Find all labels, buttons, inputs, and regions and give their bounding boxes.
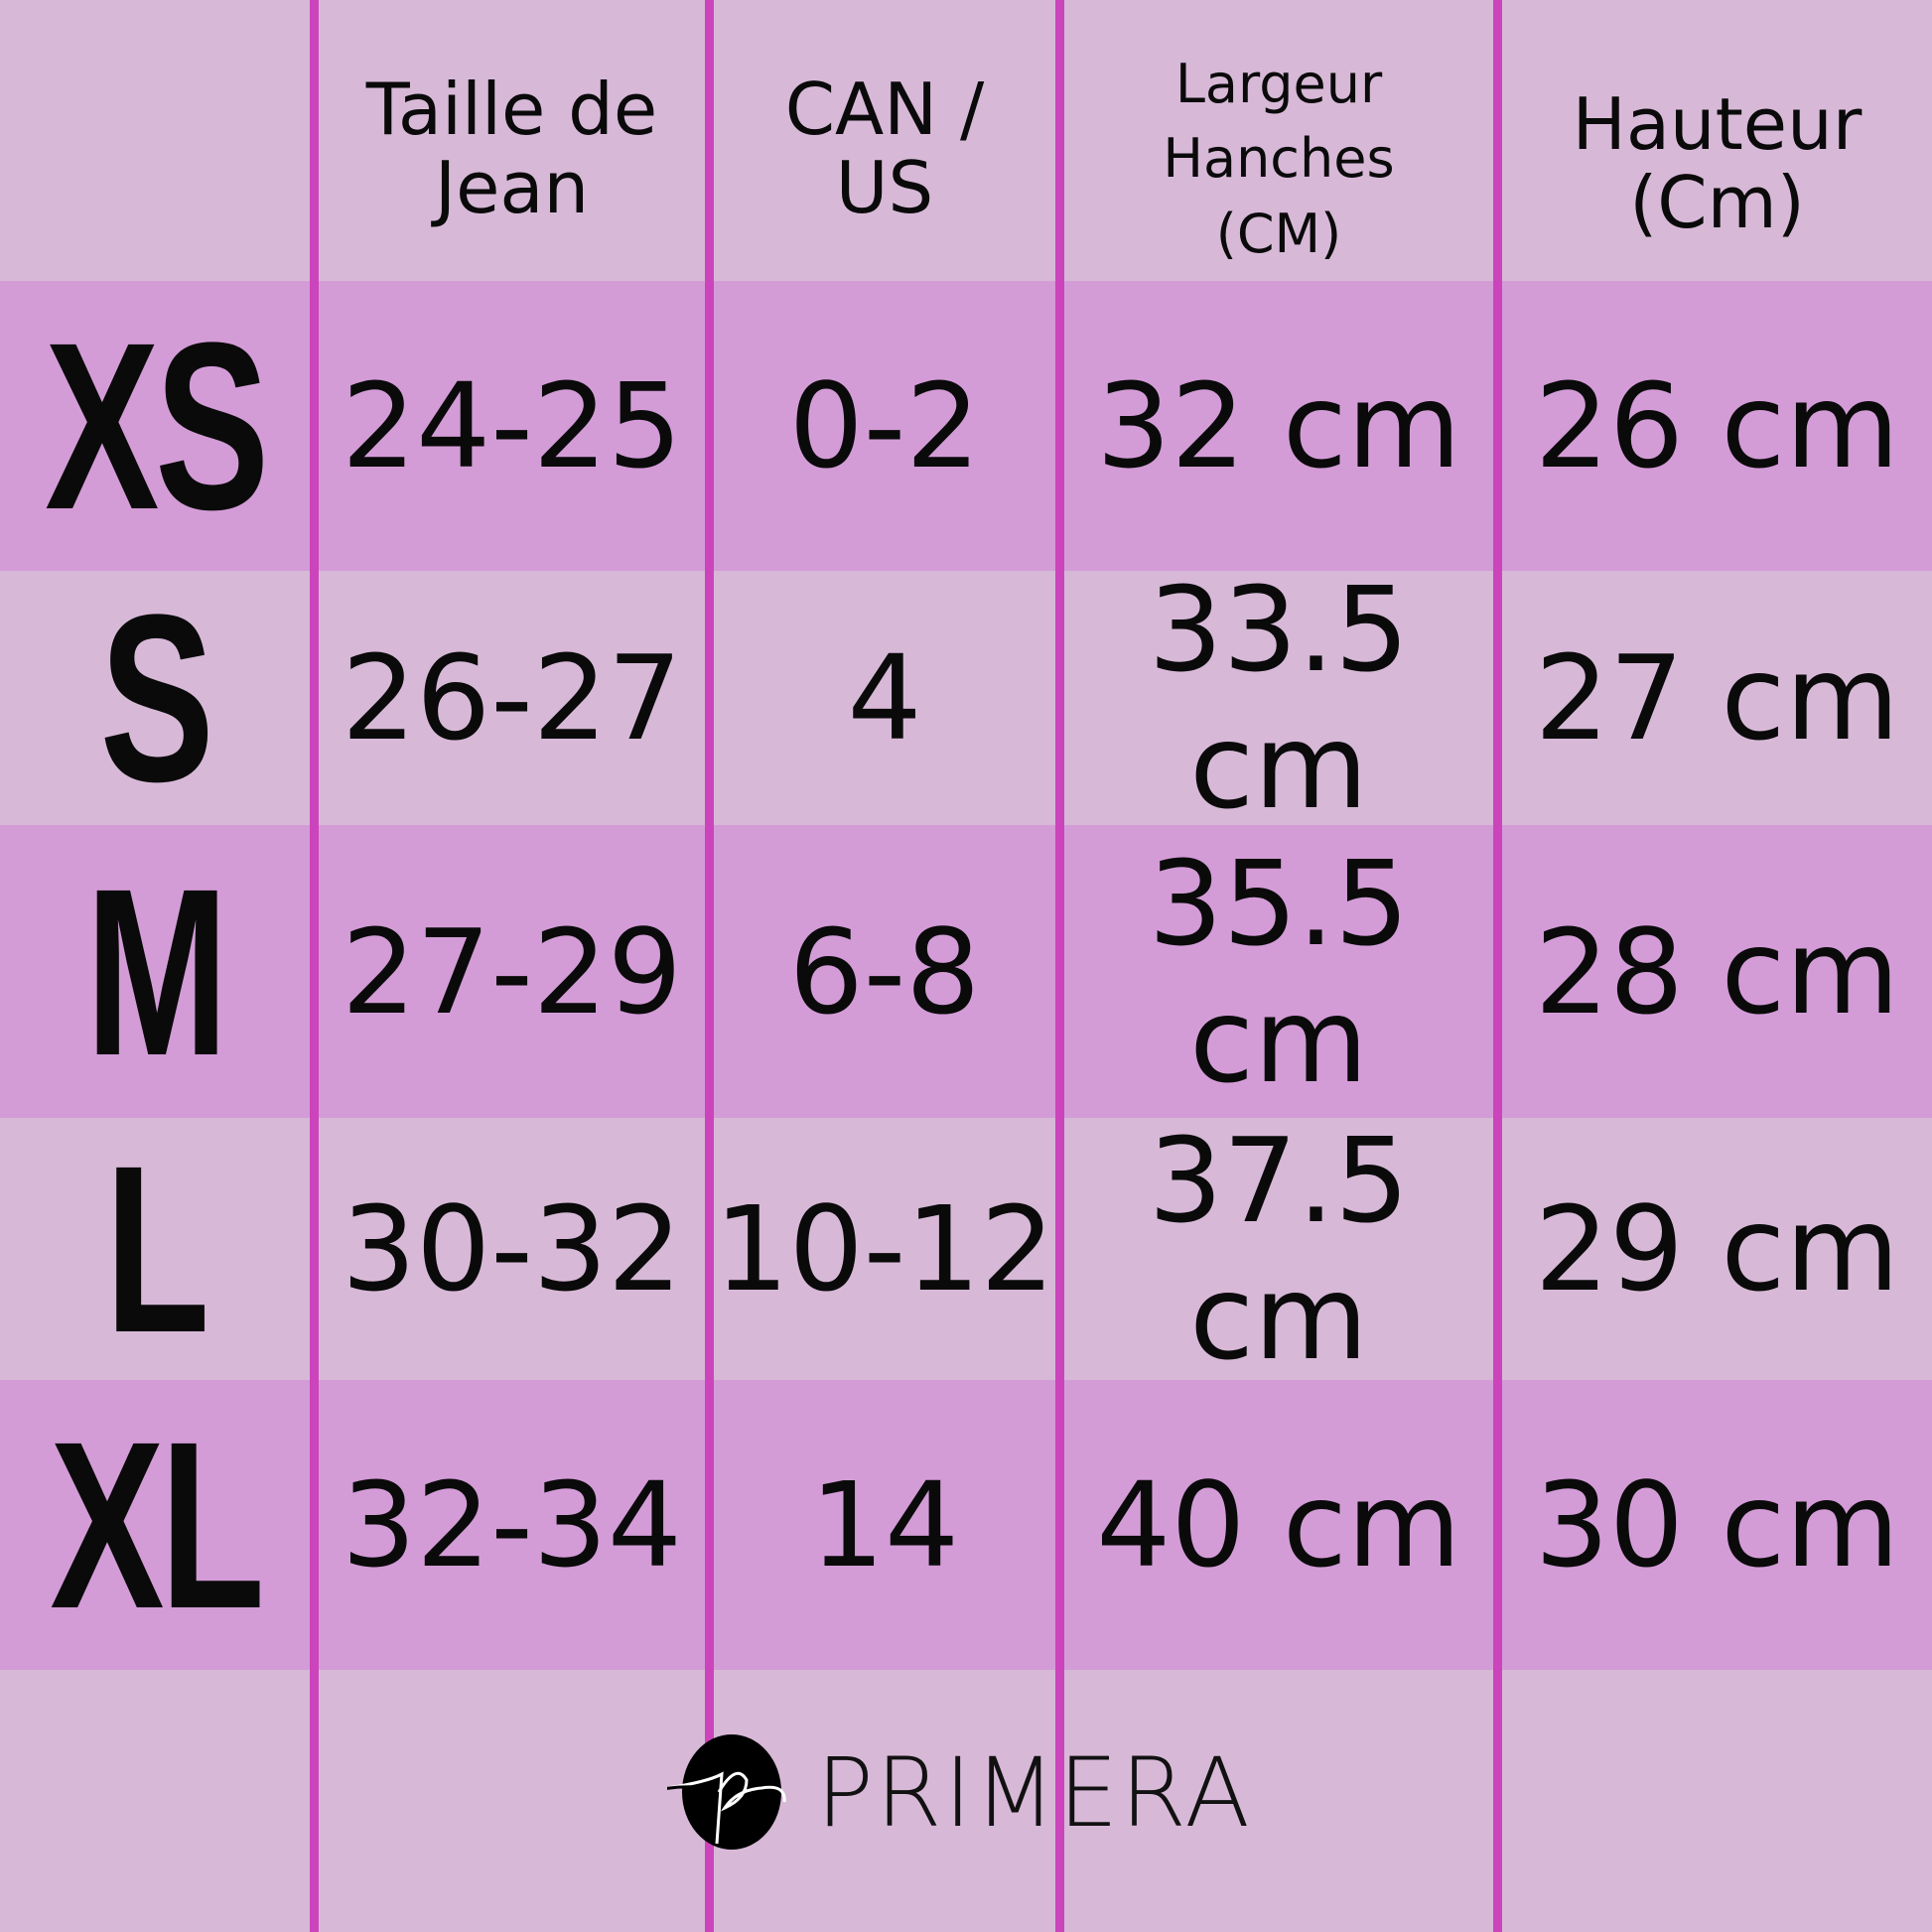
cell-value: 14: [809, 1456, 960, 1593]
row-band: [0, 1118, 1932, 1380]
header-can-us: CAN / US: [714, 40, 1055, 258]
cell-value: 32-34: [342, 1456, 682, 1593]
cell-largeur: 40 cm: [1064, 1380, 1493, 1670]
row-band: [0, 1380, 1932, 1670]
header-line: Jean: [434, 146, 590, 229]
cell-value: 32 cm: [1096, 357, 1461, 494]
cell-largeur: 35.5 cm: [1064, 825, 1493, 1118]
row-band: [0, 281, 1932, 571]
cell-value: 10-12: [714, 1180, 1055, 1317]
size-label: XS: [45, 293, 269, 559]
row-band: [0, 571, 1932, 825]
header-line: (Cm): [1629, 161, 1805, 244]
header-jean-size: Taille de Jean: [319, 40, 705, 258]
cell-can-us: 14: [714, 1380, 1055, 1670]
cell-hauteur: 26 cm: [1502, 281, 1932, 571]
column-divider: [1493, 0, 1502, 1932]
cell-value: 27 cm: [1534, 629, 1900, 766]
header-line: CAN /: [784, 67, 985, 151]
cell-can-us: 6-8: [714, 825, 1055, 1118]
column-divider: [310, 0, 319, 1932]
cell-value: 29 cm: [1534, 1180, 1900, 1317]
cell-hauteur: 28 cm: [1502, 825, 1932, 1118]
cell-can-us: 10-12: [714, 1118, 1055, 1380]
cell-size: XL: [0, 1380, 310, 1670]
header-line: Largeur: [1174, 52, 1383, 115]
cell-value: 35.5 cm: [1148, 834, 1410, 1109]
cell-size: S: [0, 565, 310, 831]
header-height: Hauteur (Cm): [1502, 50, 1932, 278]
cell-largeur: 32 cm: [1064, 281, 1493, 571]
cell-value: 26 cm: [1534, 357, 1900, 494]
cell-value: 33.5 cm: [1148, 561, 1410, 835]
cell-size: L: [0, 1116, 310, 1382]
monogram-p-icon: [667, 1734, 786, 1850]
cell-hauteur: 30 cm: [1502, 1380, 1932, 1670]
size-label: S: [99, 565, 214, 831]
brand-name: PRIMERA: [816, 1737, 1252, 1849]
header-hip-width: Largeur Hanches (CM): [1064, 40, 1493, 278]
cell-largeur: 33.5 cm: [1064, 561, 1493, 835]
cell-hauteur: 29 cm: [1502, 1118, 1932, 1380]
header-line: Hanches: [1163, 127, 1395, 191]
size-label: XL: [49, 1392, 264, 1658]
cell-size: XS: [0, 281, 310, 571]
cell-jean: 24-25: [319, 281, 705, 571]
cell-value: 26-27: [342, 629, 682, 766]
cell-value: 24-25: [342, 357, 682, 494]
cell-size: M: [0, 825, 310, 1118]
cell-value: 6-8: [788, 902, 981, 1040]
cell-can-us: 4: [714, 571, 1055, 825]
size-label: L: [104, 1116, 209, 1382]
cell-can-us: 0-2: [714, 281, 1055, 571]
brand-logo: PRIMERA: [667, 1732, 1252, 1854]
header-line: Hauteur: [1572, 81, 1863, 166]
cell-value: 37.5 cm: [1148, 1112, 1410, 1386]
header-line: US: [835, 146, 934, 229]
cell-value: 30-32: [342, 1180, 682, 1317]
row-band: [0, 825, 1932, 1118]
header-line: (CM): [1215, 202, 1342, 265]
cell-jean: 26-27: [319, 571, 705, 825]
cell-largeur: 37.5 cm: [1064, 1112, 1493, 1386]
cell-jean: 32-34: [319, 1380, 705, 1670]
footer-band: [0, 1670, 1932, 1932]
header-band: [0, 0, 1932, 281]
cell-value: 30 cm: [1534, 1456, 1900, 1593]
header-line: Taille de: [365, 67, 658, 151]
column-divider: [705, 0, 714, 1932]
cell-value: 4: [847, 629, 922, 766]
size-label: M: [85, 838, 228, 1105]
cell-jean: 30-32: [319, 1118, 705, 1380]
cell-value: 28 cm: [1534, 902, 1900, 1040]
cell-jean: 27-29: [319, 825, 705, 1118]
cell-hauteur: 27 cm: [1502, 571, 1932, 825]
column-divider: [1055, 0, 1064, 1932]
cell-value: 40 cm: [1096, 1456, 1461, 1593]
cell-value: 0-2: [788, 357, 981, 494]
cell-value: 27-29: [342, 902, 682, 1040]
